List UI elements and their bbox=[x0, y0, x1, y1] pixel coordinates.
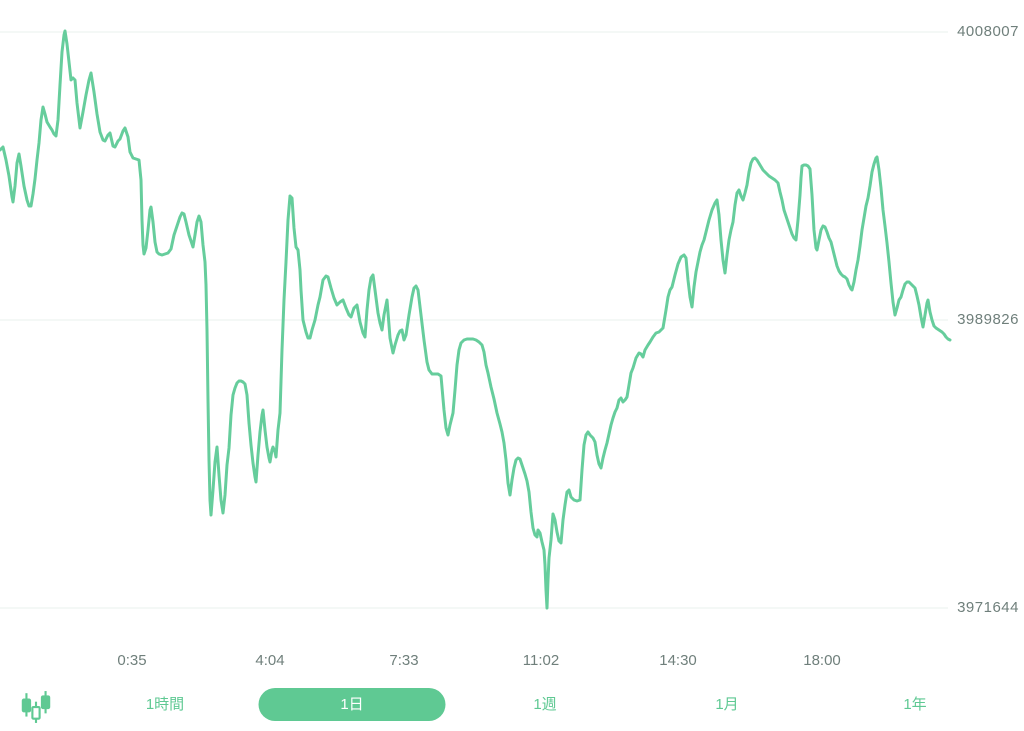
x-axis-tick-label: 4:04 bbox=[255, 652, 285, 669]
y-axis-tick-label: 3989826 bbox=[957, 311, 1019, 328]
horizontal-gridlines bbox=[0, 31, 948, 609]
y-axis-tick-label: 3971644 bbox=[957, 599, 1019, 616]
x-axis-tick-label: 18:00 bbox=[803, 652, 841, 669]
x-axis-tick-label: 11:02 bbox=[522, 652, 560, 669]
chart-type-candlestick-button[interactable] bbox=[18, 688, 54, 724]
chart-toolbar: 1時間 1日 1週 1月 1年 bbox=[0, 680, 1024, 731]
x-axis-tick-label: 7:33 bbox=[389, 652, 419, 669]
x-axis-tick-label: 0:35 bbox=[117, 652, 147, 669]
period-button-1day[interactable]: 1日 bbox=[258, 688, 446, 721]
price-line-chart-svg bbox=[0, 29, 952, 610]
period-button-1year[interactable]: 1年 bbox=[885, 688, 944, 721]
period-button-1week[interactable]: 1週 bbox=[515, 688, 574, 721]
candlestick-icon bbox=[21, 691, 51, 723]
period-button-1month[interactable]: 1月 bbox=[697, 688, 756, 721]
price-line bbox=[0, 29, 952, 610]
x-axis-tick-label: 14:30 bbox=[659, 652, 697, 669]
y-axis-tick-label: 4008007 bbox=[957, 23, 1019, 40]
period-button-1hour[interactable]: 1時間 bbox=[128, 688, 202, 721]
price-chart[interactable]: 4008007 3989826 3971644 0:35 4:04 7:33 11:02 1… bbox=[0, 0, 1024, 680]
